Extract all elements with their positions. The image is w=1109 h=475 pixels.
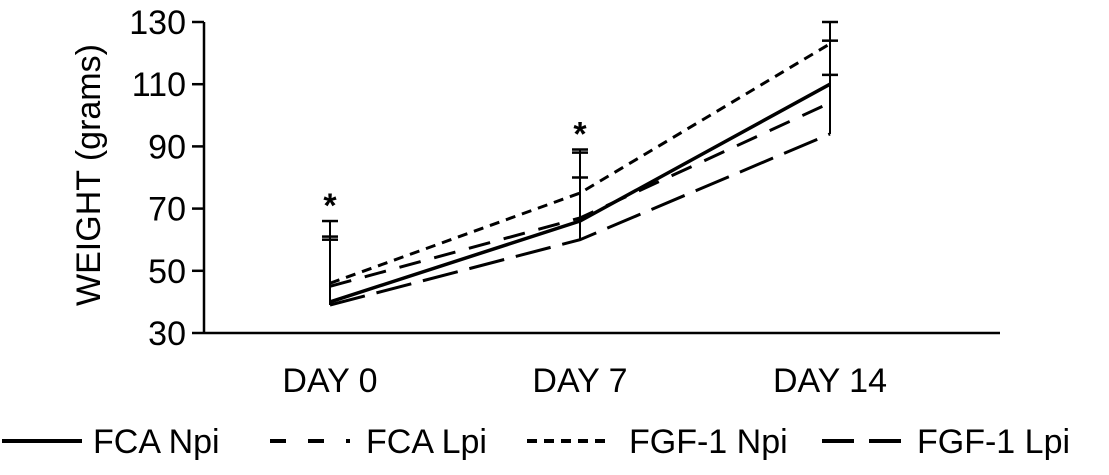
y-tick-label: 30	[148, 315, 186, 353]
y-tick-label: 130	[129, 4, 186, 42]
y-tick-label: 90	[148, 128, 186, 166]
y-tick-label: 70	[148, 191, 186, 229]
series-line-3	[329, 42, 831, 285]
legend: FCA Npi FCA Lpi FGF-1 Npi FGF-1 Lpi	[2, 423, 1070, 461]
error-bars	[322, 20, 838, 306]
x-category-label: DAY 14	[773, 362, 887, 400]
x-category-label: DAY 0	[282, 362, 377, 400]
y-tick-label: 110	[132, 66, 186, 104]
legend-label-2: FCA Lpi	[366, 423, 487, 461]
axes: 30 50 70 90 110 130 DAY 0 DAY 7 DAY 14	[129, 4, 1000, 400]
y-tick-label: 50	[148, 253, 186, 291]
legend-label-4: FGF-1 Lpi	[917, 423, 1070, 461]
annotations: **	[323, 116, 587, 226]
y-axis-title: WEIGHT (grams)	[70, 44, 108, 306]
legend-label-3: FGF-1 Npi	[629, 423, 788, 461]
significance-asterisk: *	[573, 116, 587, 154]
significance-asterisk: *	[323, 187, 337, 225]
legend-label-1: FCA Npi	[93, 423, 220, 461]
x-category-label: DAY 7	[532, 362, 627, 400]
